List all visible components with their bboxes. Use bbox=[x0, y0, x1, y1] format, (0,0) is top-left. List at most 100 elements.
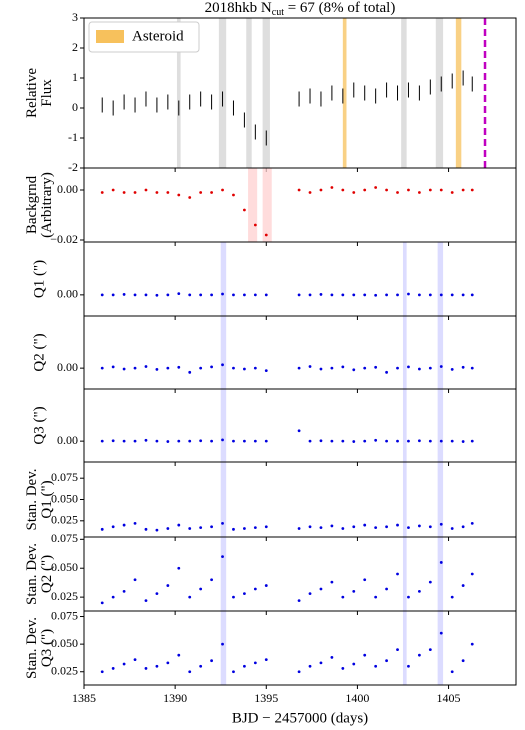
point bbox=[374, 526, 378, 530]
point bbox=[111, 667, 115, 670]
point bbox=[232, 595, 235, 599]
legend-label: Asteroid bbox=[132, 28, 184, 44]
point bbox=[363, 439, 367, 443]
point bbox=[297, 670, 301, 674]
y-tick-label: 0.00 bbox=[57, 360, 78, 374]
point bbox=[210, 578, 213, 582]
point bbox=[199, 664, 203, 668]
point bbox=[407, 292, 410, 296]
y-axis-label: Q2 (") bbox=[39, 555, 55, 593]
point bbox=[385, 293, 388, 297]
point bbox=[352, 368, 356, 372]
point bbox=[188, 370, 192, 374]
point bbox=[133, 191, 137, 194]
band bbox=[437, 316, 444, 389]
band bbox=[402, 242, 407, 316]
y-tick-label: 0.00 bbox=[57, 287, 78, 301]
band bbox=[220, 537, 227, 611]
y-axis-label: Relative bbox=[24, 68, 40, 118]
y-tick-label: −0.02 bbox=[50, 232, 78, 246]
point bbox=[177, 523, 181, 527]
point bbox=[330, 655, 334, 659]
x-tick-label: 1390 bbox=[163, 691, 187, 705]
point bbox=[396, 191, 399, 194]
point bbox=[330, 186, 334, 189]
y-tick-label: 3 bbox=[72, 10, 78, 24]
y-tick-label: 0.025 bbox=[51, 513, 78, 527]
band bbox=[455, 18, 462, 168]
point bbox=[177, 193, 181, 197]
title-subscript: cut bbox=[272, 7, 284, 18]
plot-area bbox=[100, 242, 474, 316]
point bbox=[177, 653, 181, 657]
point bbox=[450, 293, 454, 297]
y-axis-label: Backgrnd bbox=[24, 175, 40, 234]
y-tick-label: 2 bbox=[72, 40, 78, 54]
point bbox=[461, 525, 465, 529]
band bbox=[262, 18, 270, 168]
point bbox=[374, 664, 378, 668]
point bbox=[341, 439, 345, 443]
point bbox=[111, 365, 115, 369]
point bbox=[166, 191, 170, 194]
point bbox=[199, 293, 203, 297]
band bbox=[437, 389, 444, 462]
chart-title: 2018hkb Ncut = 67 (8% of total) bbox=[205, 0, 396, 18]
point bbox=[166, 584, 170, 587]
point bbox=[221, 292, 224, 296]
point bbox=[417, 293, 421, 297]
point bbox=[144, 667, 148, 670]
point bbox=[461, 188, 465, 192]
point bbox=[166, 527, 170, 530]
point bbox=[253, 439, 257, 443]
point bbox=[396, 293, 399, 297]
point bbox=[188, 595, 192, 599]
point bbox=[210, 365, 213, 369]
point bbox=[363, 188, 367, 192]
point bbox=[100, 670, 104, 674]
band bbox=[401, 18, 407, 168]
band bbox=[248, 168, 258, 242]
point bbox=[166, 440, 170, 443]
point bbox=[450, 595, 454, 599]
point bbox=[341, 527, 345, 530]
point bbox=[428, 293, 432, 297]
point bbox=[450, 439, 454, 443]
point bbox=[319, 188, 323, 192]
point bbox=[210, 293, 213, 297]
point bbox=[166, 366, 170, 370]
point bbox=[363, 578, 367, 582]
point bbox=[439, 439, 443, 443]
point bbox=[155, 528, 159, 532]
point bbox=[374, 186, 378, 189]
point bbox=[253, 366, 257, 370]
point bbox=[243, 664, 246, 668]
point bbox=[264, 584, 268, 587]
point bbox=[177, 365, 181, 369]
band bbox=[402, 537, 407, 611]
y-axis-label: Stan. Dev. bbox=[24, 617, 40, 679]
point bbox=[221, 438, 224, 442]
point bbox=[341, 293, 345, 297]
frame bbox=[83, 167, 517, 243]
point bbox=[461, 659, 465, 663]
y-axis-label: Stan. Dev. bbox=[24, 543, 40, 605]
point bbox=[297, 599, 301, 602]
point bbox=[439, 188, 443, 192]
band bbox=[402, 611, 407, 685]
y-tick-label: -2 bbox=[68, 160, 78, 174]
point bbox=[122, 439, 126, 443]
point bbox=[428, 525, 432, 529]
point bbox=[330, 524, 334, 528]
point bbox=[100, 293, 104, 297]
point bbox=[341, 365, 345, 369]
point bbox=[264, 658, 268, 661]
band bbox=[176, 18, 181, 168]
point bbox=[100, 366, 104, 370]
point bbox=[417, 653, 421, 657]
y-axis-label: Q3 (") bbox=[31, 406, 47, 444]
y-tick-label: 0.00 bbox=[57, 433, 78, 447]
point bbox=[374, 365, 378, 369]
point bbox=[243, 208, 246, 212]
point bbox=[319, 293, 323, 296]
